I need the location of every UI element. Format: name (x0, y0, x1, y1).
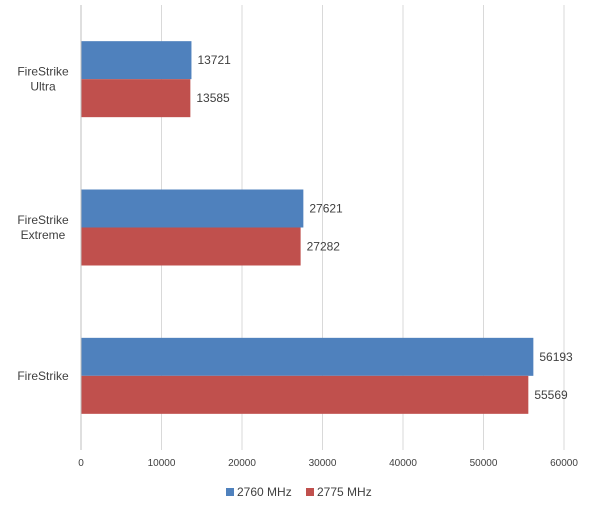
x-tick-label: 0 (78, 458, 84, 469)
x-tick-label: 20000 (228, 458, 256, 469)
category-label: FireStrike (17, 369, 69, 383)
legend: 2760 MHz 2775 MHz (226, 485, 372, 499)
x-tick-label: 10000 (148, 458, 176, 469)
axes: 0 10000 20000 30000 40000 50000 60000 (78, 5, 578, 469)
bar (81, 79, 191, 118)
x-tick-label: 50000 (470, 458, 498, 469)
labels: FireStrike Ultra 13721 13585 FireStrike Extre… (17, 53, 573, 402)
data-label: 27621 (309, 202, 343, 216)
data-label: 13721 (197, 53, 231, 67)
legend-swatch (226, 488, 234, 496)
x-tick-label: 40000 (389, 458, 417, 469)
bars (81, 41, 534, 414)
data-label: 13585 (196, 91, 230, 105)
category-label: FireStrike Ultra (17, 65, 69, 94)
legend-swatch (306, 488, 314, 496)
legend-label: 2775 MHz (317, 485, 372, 499)
x-tick-label: 30000 (309, 458, 337, 469)
bar (81, 375, 529, 414)
bar (81, 41, 192, 80)
bar (81, 189, 304, 228)
data-label: 27282 (307, 240, 341, 254)
data-label: 55569 (534, 388, 568, 402)
bar (81, 227, 301, 266)
data-label: 56193 (539, 350, 573, 364)
legend-label: 2760 MHz (237, 485, 292, 499)
x-tick-label: 60000 (550, 458, 578, 469)
category-label: FireStrike Extreme (17, 213, 69, 242)
bar (81, 337, 534, 376)
